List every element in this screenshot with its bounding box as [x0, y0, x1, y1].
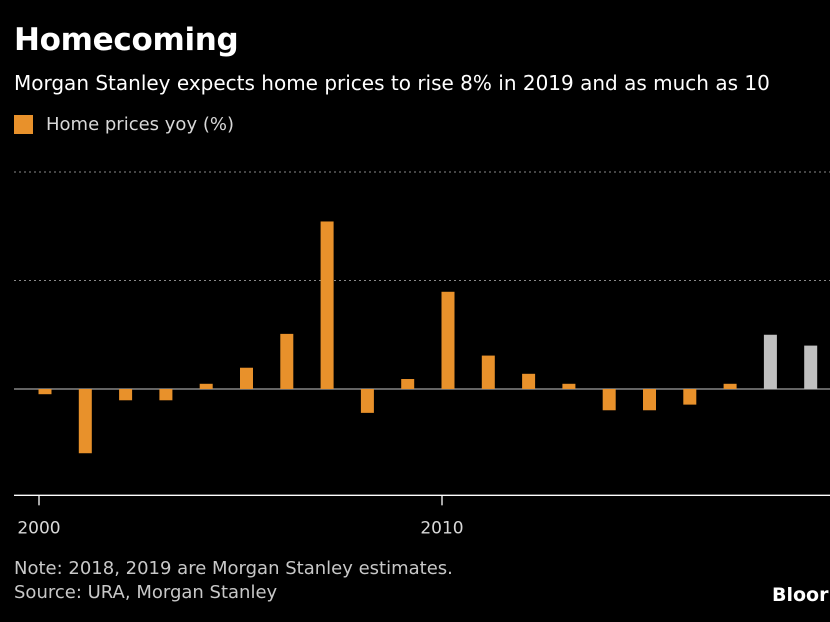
bar [78, 389, 92, 454]
legend-label: Home prices yoy (%) [46, 114, 234, 135]
bar [481, 355, 495, 389]
bar [280, 333, 294, 389]
bar [159, 389, 173, 401]
bar [683, 389, 697, 405]
bar [401, 379, 415, 389]
x-tick-label: 2010 [420, 518, 463, 538]
chart-notes: Note: 2018, 2019 are Morgan Stanley esti… [14, 557, 453, 605]
bar [522, 373, 536, 389]
bar [38, 389, 52, 395]
bar [441, 291, 455, 389]
x-tick-label: 201 [829, 518, 830, 538]
bar [723, 383, 737, 389]
bar [360, 389, 374, 413]
bar [320, 221, 334, 389]
bar [199, 383, 213, 389]
note-text: Note: 2018, 2019 are Morgan Stanley esti… [14, 558, 453, 579]
legend-swatch [14, 115, 33, 134]
bar [643, 389, 656, 411]
bar [602, 389, 616, 411]
x-tick-label: 2000 [17, 518, 60, 538]
estimate-bar [763, 334, 777, 389]
legend: Home prices yoy (%) [14, 114, 234, 135]
estimate-bar [804, 345, 818, 389]
bar [562, 383, 576, 389]
chart-title: Homecoming [14, 22, 239, 58]
source-text: Source: URA, Morgan Stanley [14, 582, 278, 603]
bar [119, 389, 133, 401]
brand-logo: Bloor [772, 584, 829, 606]
chart-subtitle: Morgan Stanley expects home prices to ri… [14, 71, 770, 95]
bar [240, 367, 253, 389]
